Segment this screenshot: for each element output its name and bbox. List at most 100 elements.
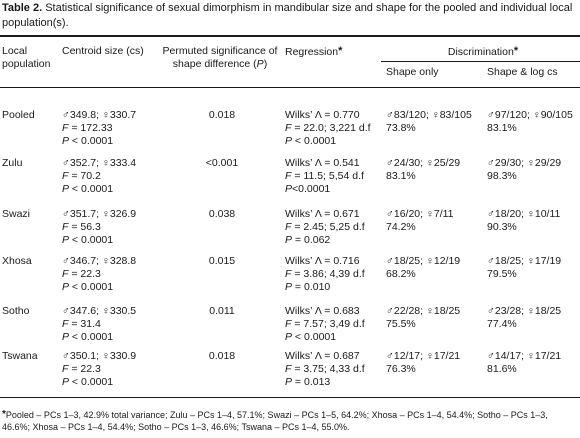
row-centroid-size: ♂352.7; ♀333.4 F = 70.2 P < 0.0001 (62, 157, 136, 196)
shape-only-counts: ♂83/120; ♀83/105 (386, 109, 472, 121)
row-regression: Wilks’ Λ = 0.671 F = 2.45; 5,25 d.f P = … (285, 208, 365, 247)
footnote-text: Pooled – PCs 1–3, 42.9% total variance; … (2, 410, 548, 432)
header-rule (0, 87, 580, 88)
regression-p: P < 0.0001 (285, 135, 337, 147)
centroid-size-p: P < 0.0001 (62, 135, 114, 147)
centroid-size-means: ♂346.7; ♀328.8 (62, 255, 137, 267)
centroid-size-f: F = 22.3 (62, 268, 101, 280)
row-centroid-size: ♂346.7; ♀328.8 F = 22.3 P < 0.0001 (62, 255, 136, 294)
shape-only-percent: 75.5% (386, 318, 416, 330)
row-shape-only: ♂16/20; ♀7/11 74.2% (386, 208, 454, 234)
row-regression: Wilks’ Λ = 0.683 F = 7.57; 3,49 d.f P < … (285, 305, 365, 344)
row-permuted-significance: 0.015 (208, 255, 236, 267)
regression-p: P = 0.013 (285, 376, 331, 388)
shape-only-percent: 76.3% (386, 363, 416, 375)
row-population: Sotho (2, 305, 30, 317)
row-shape-only: ♂18/25; ♀12/19 68.2% (386, 255, 460, 281)
regression-wilks: Wilks’ Λ = 0.687 (285, 350, 360, 362)
shape-log-cs-counts: ♂97/120; ♀90/105 (487, 109, 573, 121)
row-population: Pooled (2, 109, 35, 121)
shape-only-percent: 73.8% (386, 122, 416, 134)
header-local-population: Local population (2, 45, 51, 70)
regression-p: P = 0.062 (285, 234, 331, 246)
row-shape-only: ♂22/28; ♀18/25 75.5% (386, 305, 460, 331)
header-shape-only: Shape only (386, 66, 439, 78)
centroid-size-f: F = 172.33 (62, 122, 113, 134)
shape-log-cs-counts: ♂14/17; ♀17/21 (487, 350, 562, 362)
row-shape-log-cs: ♂14/17; ♀17/21 81.6% (487, 350, 561, 376)
shape-only-counts: ♂16/20; ♀7/11 (386, 208, 454, 220)
shape-log-cs-percent: 77.4% (487, 318, 517, 330)
shape-log-cs-counts: ♂18/20; ♀10/11 (487, 208, 561, 220)
table-label: Table 2. (2, 2, 43, 14)
regression-wilks: Wilks’ Λ = 0.770 (285, 109, 360, 121)
shape-log-cs-percent: 90.3% (487, 221, 517, 233)
centroid-size-p: P < 0.0001 (62, 234, 114, 246)
row-centroid-size: ♂347.6; ♀330.5 F = 31.4 P < 0.0001 (62, 305, 136, 344)
centroid-size-means: ♂351.7; ♀326.9 (62, 208, 137, 220)
row-shape-log-cs: ♂97/120; ♀90/105 83.1% (487, 109, 573, 135)
regression-p: P<0.0001 (285, 183, 331, 195)
caption-text: Statistical significance of sexual dimor… (2, 2, 573, 29)
regression-f: F = 7.57; 3,49 d.f (285, 318, 365, 330)
footnote-marker: * (2, 409, 6, 420)
row-permuted-significance: <0.001 (205, 157, 239, 169)
row-shape-log-cs: ♂18/25; ♀17/19 79.5% (487, 255, 561, 281)
row-shape-only: ♂12/17; ♀17/21 76.3% (386, 350, 460, 376)
shape-log-cs-counts: ♂23/28; ♀18/25 (487, 305, 562, 317)
row-population: Tswana (2, 350, 38, 362)
row-shape-only: ♂83/120; ♀83/105 73.8% (386, 109, 472, 135)
row-population: Zulu (2, 157, 23, 169)
row-centroid-size: ♂351.7; ♀326.9 F = 56.3 P < 0.0001 (62, 208, 136, 247)
bottom-rule (0, 397, 580, 398)
row-regression: Wilks’ Λ = 0.770 F = 22.0; 3,221 d.f P <… (285, 109, 371, 148)
top-rule (0, 35, 580, 37)
header-shape-log-cs: Shape & log cs (487, 66, 558, 78)
centroid-size-f: F = 56.3 (62, 221, 101, 233)
centroid-size-p: P < 0.0001 (62, 376, 114, 388)
shape-only-counts: ♂24/30; ♀25/29 (386, 157, 461, 169)
shape-log-cs-percent: 79.5% (487, 268, 517, 280)
header-discrimination: Discrimination* (447, 45, 519, 58)
row-permuted-significance: 0.018 (208, 109, 236, 121)
shape-log-cs-percent: 83.1% (487, 122, 517, 134)
row-shape-only: ♂24/30; ♀25/29 83.1% (386, 157, 460, 183)
regression-wilks: Wilks’ Λ = 0.671 (285, 208, 360, 220)
regression-p: P < 0.0001 (285, 331, 337, 343)
regression-wilks: Wilks’ Λ = 0.716 (285, 255, 360, 267)
row-centroid-size: ♂350.1; ♀330.9 F = 22.3 P < 0.0001 (62, 350, 136, 389)
row-population: Xhosa (2, 255, 32, 267)
shape-log-cs-percent: 98.3% (487, 170, 517, 182)
centroid-size-means: ♂349.8; ♀330.7 (62, 109, 137, 121)
table-caption: Table 2. Statistical significance of sex… (2, 1, 578, 31)
centroid-size-f: F = 70.2 (62, 170, 101, 182)
centroid-size-means: ♂352.7; ♀333.4 (62, 157, 137, 169)
centroid-size-p: P < 0.0001 (62, 183, 114, 195)
row-permuted-significance: 0.038 (208, 208, 236, 220)
regression-f: F = 22.0; 3,221 d.f (285, 122, 371, 134)
row-regression: Wilks’ Λ = 0.687 F = 3.75; 4,33 d.f P = … (285, 350, 365, 389)
row-population: Swazi (2, 208, 31, 220)
row-regression: Wilks’ Λ = 0.541 F = 11.5; 5,54 d.f P<0.… (285, 157, 364, 196)
shape-only-percent: 68.2% (386, 268, 416, 280)
shape-log-cs-percent: 81.6% (487, 363, 517, 375)
centroid-size-f: F = 31.4 (62, 318, 101, 330)
regression-f: F = 3.86; 4,39 d.f (285, 268, 365, 280)
row-regression: Wilks’ Λ = 0.716 F = 3.86; 4,39 d.f P = … (285, 255, 365, 294)
table-footnote: *Pooled – PCs 1–3, 42.9% total variance;… (2, 409, 578, 433)
regression-f: F = 11.5; 5,54 d.f (285, 170, 364, 182)
shape-only-percent: 74.2% (386, 221, 416, 233)
header-permuted-significance: Permuted significance of shape differenc… (162, 45, 278, 70)
regression-f: F = 3.75; 4,33 d.f (285, 363, 365, 375)
row-centroid-size: ♂349.8; ♀330.7 F = 172.33 P < 0.0001 (62, 109, 136, 148)
regression-p: P = 0.010 (285, 281, 331, 293)
shape-only-counts: ♂18/25; ♀12/19 (386, 255, 461, 267)
regression-wilks: Wilks’ Λ = 0.541 (285, 157, 360, 169)
centroid-size-means: ♂350.1; ♀330.9 (62, 350, 137, 362)
regression-wilks: Wilks’ Λ = 0.683 (285, 305, 360, 317)
row-shape-log-cs: ♂18/20; ♀10/11 90.3% (487, 208, 560, 234)
discrimination-subrule (381, 61, 580, 62)
shape-only-counts: ♂12/17; ♀17/21 (386, 350, 461, 362)
row-shape-log-cs: ♂29/30; ♀29/29 98.3% (487, 157, 561, 183)
centroid-size-p: P < 0.0001 (62, 331, 114, 343)
